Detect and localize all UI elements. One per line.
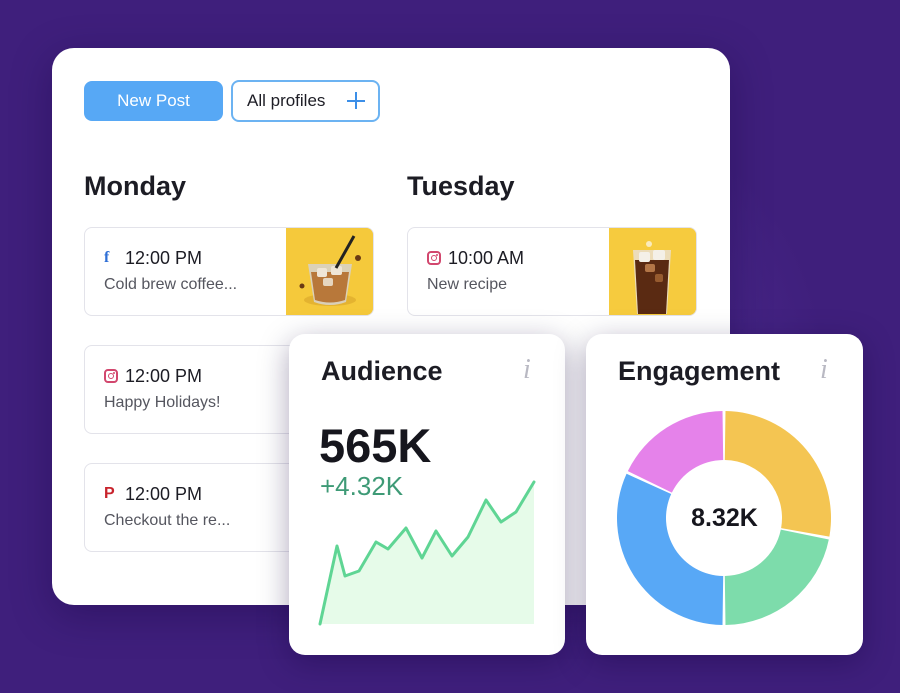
info-icon[interactable]: i — [523, 354, 531, 385]
new-post-button[interactable]: New Post — [84, 81, 223, 121]
post-caption: Checkout the re... — [104, 512, 231, 529]
post-card[interactable]: f 12:00 PM Cold brew coffee... — [84, 227, 374, 316]
donut-slice-1 — [724, 411, 831, 537]
audience-value: 565K — [319, 419, 432, 472]
donut-slice-3 — [617, 473, 724, 625]
post-time: 12:00 PM — [125, 366, 203, 386]
facebook-icon: f — [104, 249, 110, 266]
engagement-title: Engagement — [618, 356, 781, 386]
post-caption: New recipe — [427, 276, 508, 293]
calendar-card: New Post All profiles Monday Tuesday f 1… — [52, 48, 730, 605]
donut-slice-2 — [724, 529, 829, 625]
sparkline-line — [318, 480, 536, 626]
plus-icon — [345, 88, 367, 114]
engagement-donut — [617, 411, 831, 625]
audience-title: Audience — [321, 356, 443, 386]
all-profiles-label: All profiles — [247, 91, 326, 110]
sparkline-area — [320, 482, 534, 624]
audience-sparkline — [318, 480, 536, 626]
post-caption: Cold brew coffee... — [104, 276, 238, 293]
engagement-total: 8.32K — [691, 504, 758, 532]
post-card[interactable]: 10:00 AM New recipe — [407, 227, 697, 316]
pinterest-icon: P — [104, 485, 115, 502]
post-time: 12:00 PM — [125, 248, 203, 268]
post-time: 10:00 AM — [448, 248, 525, 268]
post-time: 12:00 PM — [125, 484, 203, 504]
donut-slice-4 — [627, 411, 724, 493]
iced-coffee-thumbnail — [286, 228, 373, 315]
day-heading-tuesday: Tuesday — [407, 171, 515, 201]
day-heading-monday: Monday — [84, 171, 187, 201]
instagram-icon — [427, 250, 441, 266]
all-profiles-button[interactable]: All profiles — [231, 80, 380, 122]
iced-cola-thumbnail — [609, 228, 696, 315]
audience-card: Audience i 565K +4.32K — [289, 334, 565, 655]
audience-delta: +4.32K — [320, 471, 404, 501]
engagement-card: Engagement i 8.32K — [586, 334, 863, 655]
instagram-icon — [104, 368, 118, 384]
info-icon[interactable]: i — [820, 354, 828, 385]
post-caption: Happy Holidays! — [104, 394, 221, 411]
